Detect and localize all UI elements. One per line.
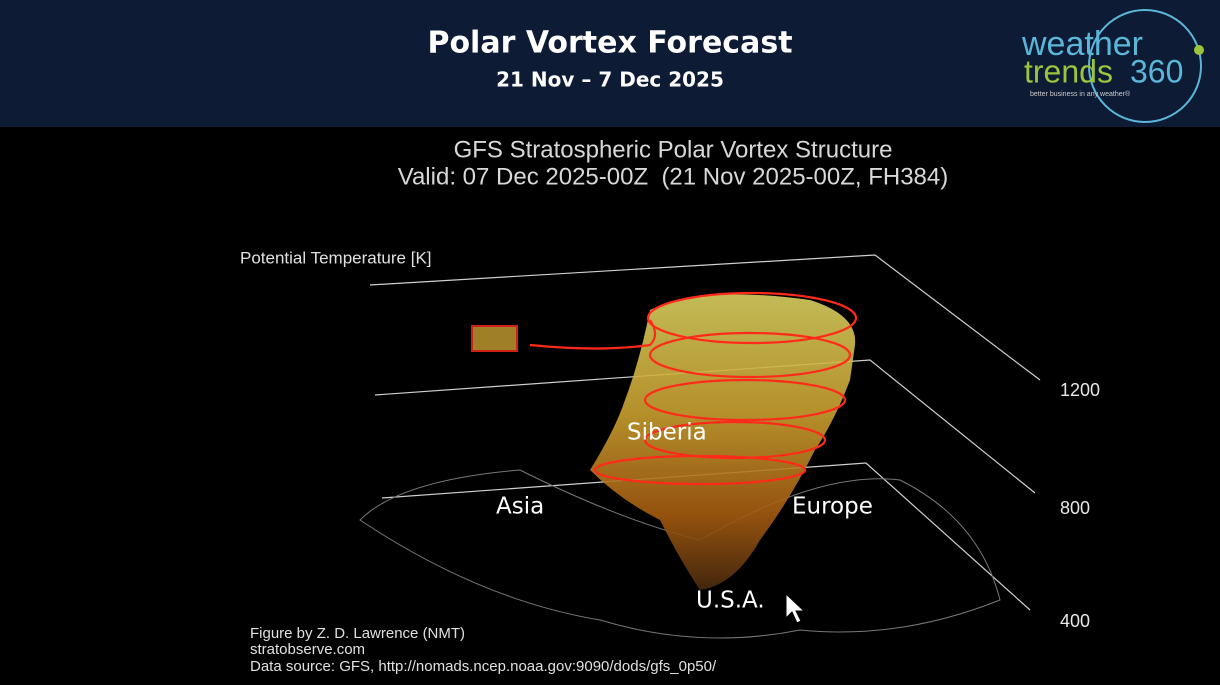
vortex-fragment bbox=[471, 325, 518, 352]
contour bbox=[646, 291, 858, 345]
header-band bbox=[0, 0, 1220, 127]
credit: Data source: GFS, http://nomads.ncep.noa… bbox=[250, 658, 717, 675]
box-line bbox=[374, 359, 1036, 494]
logo-line2: trends bbox=[1024, 53, 1113, 89]
box-line bbox=[381, 462, 1031, 611]
contour bbox=[643, 378, 847, 422]
contour bbox=[648, 331, 852, 379]
credit: Figure by Z. D. Lawrence (NMT) bbox=[250, 625, 465, 642]
plot-box bbox=[359, 254, 1041, 639]
logo-number: 360 bbox=[1130, 53, 1183, 89]
contour bbox=[643, 420, 827, 460]
contour bbox=[529, 319, 657, 350]
coastlines bbox=[359, 469, 1001, 639]
header-subtitle: 21 Nov – 7 Dec 2025 bbox=[496, 68, 724, 92]
tick-label: 800 bbox=[1060, 498, 1090, 518]
annotation: Europe bbox=[792, 494, 873, 520]
logo-ring bbox=[1088, 9, 1202, 123]
logo: weather trends 360 better business in an… bbox=[1021, 9, 1204, 123]
annotation: Siberia bbox=[627, 420, 707, 446]
annotation: U.S.A. bbox=[696, 588, 765, 614]
logo-dot bbox=[1194, 45, 1204, 55]
logo-tagline: better business in any weather® bbox=[1030, 90, 1131, 98]
figure-title: GFS Stratospheric Polar Vortex Structure bbox=[454, 136, 893, 163]
cursor bbox=[785, 592, 806, 624]
annotation: Asia bbox=[496, 494, 544, 520]
figure-subtitle: Valid: 07 Dec 2025-00Z (21 Nov 2025-00Z,… bbox=[398, 163, 949, 190]
tick-label: 1200 bbox=[1060, 380, 1100, 400]
credit: stratobserve.com bbox=[250, 641, 365, 658]
axis-label: Potential Temperature [K] bbox=[240, 248, 432, 267]
tick-label: 400 bbox=[1060, 611, 1090, 631]
vortex bbox=[471, 291, 858, 590]
vortex-body bbox=[590, 294, 856, 590]
box-line bbox=[369, 254, 1041, 381]
contour bbox=[593, 454, 807, 486]
logo-line1: weather bbox=[1021, 25, 1143, 63]
header-title: Polar Vortex Forecast bbox=[427, 26, 792, 61]
